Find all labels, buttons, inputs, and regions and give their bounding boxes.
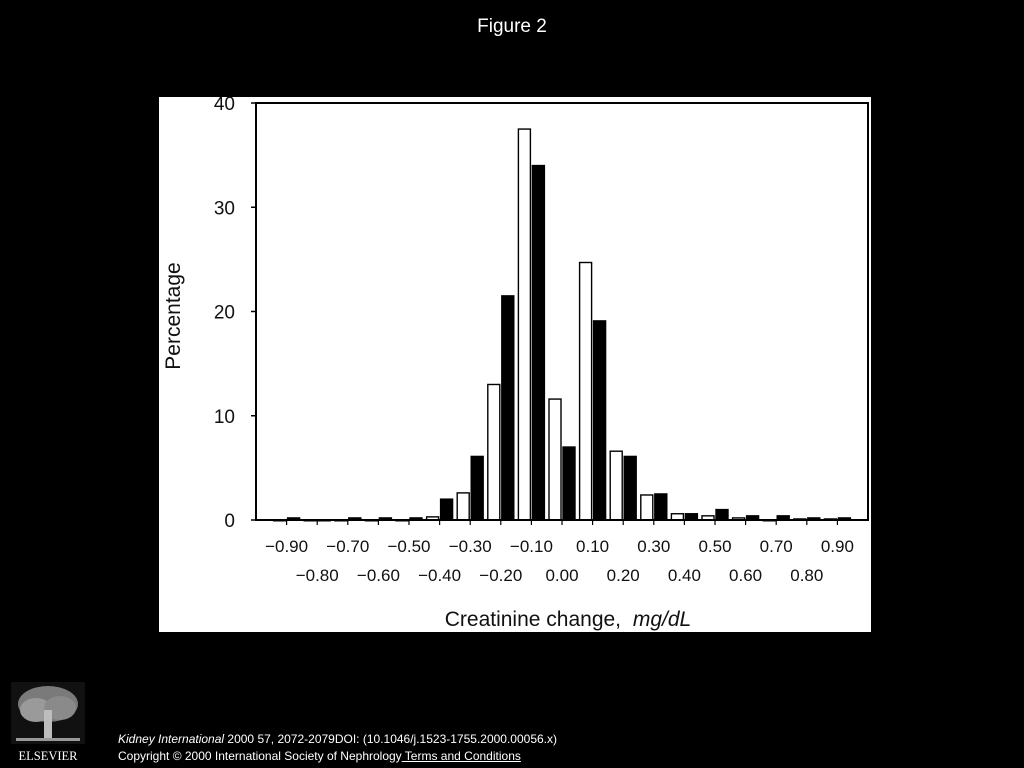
y-axis-label: Percentage bbox=[162, 262, 185, 369]
elsevier-tree-logo: ELSEVIER bbox=[11, 682, 85, 763]
x-tick-label: −0.30 bbox=[449, 537, 492, 556]
x-tick-label: −0.50 bbox=[387, 537, 430, 556]
y-tick-label: 30 bbox=[214, 198, 235, 219]
copyright-text: Copyright © 2000 International Society o… bbox=[118, 749, 402, 763]
bars-group bbox=[272, 128, 852, 522]
bar bbox=[654, 493, 668, 521]
bar bbox=[592, 320, 607, 521]
y-tick-label: 10 bbox=[214, 407, 235, 428]
bar bbox=[623, 455, 637, 521]
x-tick-label: 0.70 bbox=[760, 537, 793, 556]
bar bbox=[517, 128, 532, 521]
y-tick-label: 0 bbox=[224, 511, 235, 532]
x-tick-label: 0.10 bbox=[576, 537, 609, 556]
x-tick-label: −0.80 bbox=[296, 566, 339, 585]
histogram-chart: 0 10 20 30 40 −0.90 −0.70 −0.50 −0.30 −0.10 0.10 0… bbox=[162, 97, 869, 631]
bar bbox=[439, 498, 454, 521]
x-tick-label: 0.90 bbox=[821, 537, 854, 556]
x-tick-label: 0.50 bbox=[698, 537, 731, 556]
x-axis-label: Creatinine change, mg/dL bbox=[445, 608, 692, 631]
bar bbox=[715, 508, 729, 521]
x-tick-label: 0.80 bbox=[790, 566, 823, 585]
x-axis-label-units: mg/dL bbox=[633, 608, 691, 631]
x-tick-label: 0.60 bbox=[729, 566, 762, 585]
bar bbox=[531, 164, 546, 521]
plot-frame bbox=[255, 102, 869, 521]
y-tick-label: 40 bbox=[214, 97, 235, 115]
journal-name: Kidney International bbox=[118, 732, 225, 746]
citation: Kidney International 2000 57, 2072-2079D… bbox=[118, 731, 557, 765]
bar bbox=[456, 492, 470, 521]
figure-title: Figure 2 bbox=[477, 16, 547, 37]
x-tick-label: −0.60 bbox=[357, 566, 400, 585]
bar bbox=[640, 494, 654, 521]
y-axis: 0 10 20 30 40 bbox=[214, 97, 256, 532]
x-tick-label: −0.40 bbox=[418, 566, 461, 585]
bar bbox=[470, 455, 484, 521]
bar bbox=[578, 261, 593, 521]
citation-details: 2000 57, 2072-2079DOI: (10.1046/j.1523-1… bbox=[224, 732, 558, 746]
x-axis-label-main: Creatinine change, bbox=[445, 608, 621, 631]
x-axis: −0.90 −0.70 −0.50 −0.30 −0.10 0.10 0.30 0.50 0.7… bbox=[265, 520, 854, 585]
bar bbox=[487, 383, 501, 521]
x-tick-label: 0.40 bbox=[668, 566, 701, 585]
x-tick-label: 0.00 bbox=[545, 566, 578, 585]
elsevier-wordmark: ELSEVIER bbox=[18, 749, 78, 763]
bar bbox=[501, 295, 515, 521]
y-tick-label: 20 bbox=[214, 303, 235, 324]
citation-line: Kidney International 2000 57, 2072-2079D… bbox=[118, 731, 557, 748]
copyright-line: Copyright © 2000 International Society o… bbox=[118, 748, 557, 765]
x-tick-label: 0.20 bbox=[607, 566, 640, 585]
x-tick-label: 0.30 bbox=[637, 537, 670, 556]
bar bbox=[562, 446, 576, 521]
bar bbox=[609, 450, 623, 521]
chart-panel: 0 10 20 30 40 −0.90 −0.70 −0.50 −0.30 −0.10 0.10 0… bbox=[159, 97, 871, 632]
terms-link[interactable]: Terms and Conditions bbox=[401, 749, 521, 763]
bar bbox=[548, 398, 562, 521]
x-tick-label: −0.70 bbox=[326, 537, 369, 556]
x-tick-label: −0.90 bbox=[265, 537, 308, 556]
x-tick-label: −0.10 bbox=[510, 537, 553, 556]
x-tick-label: −0.20 bbox=[479, 566, 522, 585]
